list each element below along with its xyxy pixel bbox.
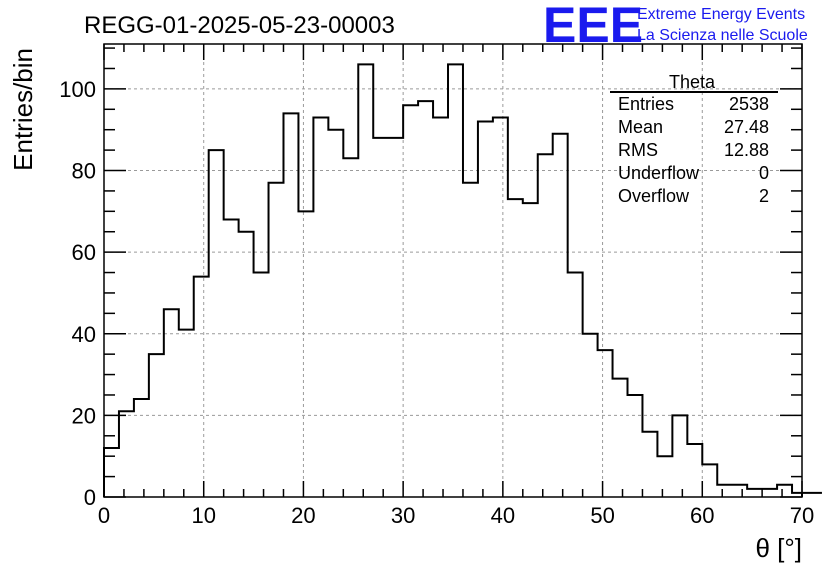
histogram-outline (103, 63, 822, 497)
x-tick-label: 60 (690, 503, 714, 528)
axes (103, 43, 803, 498)
stats-row-label: Entries (618, 94, 674, 114)
x-tick-label: 70 (790, 503, 814, 528)
x-axis-title: θ [°] (755, 533, 802, 563)
logo-line-1: Extreme Energy Events (637, 6, 805, 23)
stats-box: Theta Entries 2538 Mean 27.48 RMS 12.88 Underf… (610, 72, 778, 206)
stats-row-label: Underflow (618, 163, 700, 183)
eee-logo-mark: EEE (543, 0, 643, 53)
y-axis-title: Entries/bin (8, 48, 38, 171)
stats-row-value: 12.88 (724, 140, 769, 160)
y-tick-label: 20 (72, 403, 96, 428)
x-tick-label: 50 (590, 503, 614, 528)
eee-logo: EEE Extreme Energy Events La Scienza nel… (543, 0, 808, 53)
x-tick-label: 10 (191, 503, 215, 528)
y-tick-label: 100 (59, 77, 96, 102)
x-tick-label: 20 (291, 503, 315, 528)
x-tick-label: 40 (491, 503, 515, 528)
y-tick-label: 0 (84, 485, 96, 510)
stats-row-value: 0 (759, 163, 769, 183)
x-tick-label: 0 (98, 503, 110, 528)
y-tick-label: 60 (72, 240, 96, 265)
chart-title: REGG-01-2025-05-23-00003 (84, 12, 395, 39)
stats-row-label: Mean (618, 117, 663, 137)
plot-frame (103, 43, 803, 498)
logo-line-2: La Scienza nelle Scuole (637, 27, 808, 44)
stats-row-label: Overflow (618, 186, 690, 206)
grid-lines (104, 44, 802, 497)
y-tick-label: 80 (72, 159, 96, 184)
stats-row-value: 2538 (729, 94, 769, 114)
stats-row-value: 2 (759, 186, 769, 206)
y-tick-label: 40 (72, 322, 96, 347)
x-tick-label: 30 (391, 503, 415, 528)
stats-row-label: RMS (618, 140, 658, 160)
stats-row-value: 27.48 (724, 117, 769, 137)
stats-title: Theta (669, 72, 716, 92)
